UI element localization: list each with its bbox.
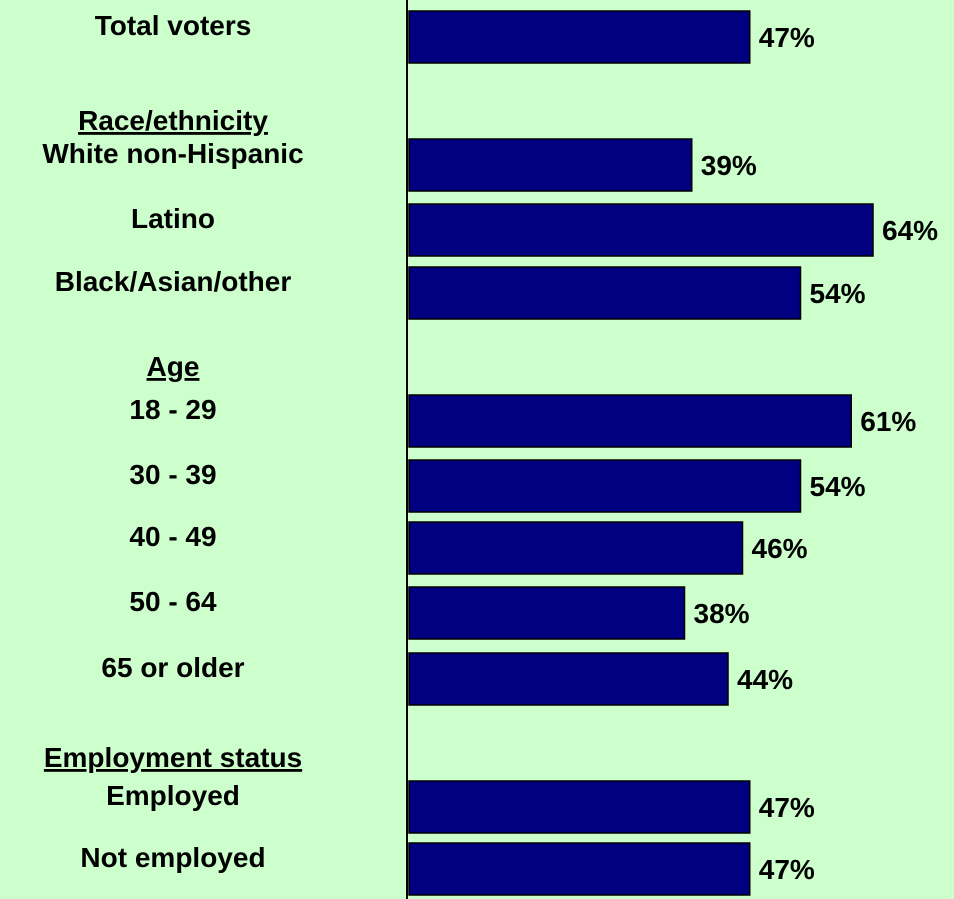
category-label-13: Not employed: [80, 842, 265, 873]
category-label-9: 50 - 64: [129, 586, 217, 617]
category-label-6: 18 - 29: [129, 394, 216, 425]
category-label-10: 65 or older: [101, 652, 244, 683]
bar-8: [408, 521, 744, 575]
bar-13: [408, 842, 751, 896]
bar-12: [408, 780, 751, 834]
category-label-2: White non-Hispanic: [42, 138, 303, 169]
category-label-7: 30 - 39: [129, 459, 216, 490]
value-label-0: 47%: [759, 22, 815, 53]
bar-10: [408, 652, 729, 706]
bar-0: [408, 10, 751, 64]
value-label-4: 54%: [810, 278, 866, 309]
bar-2: [408, 138, 693, 192]
category-label-3: Latino: [131, 203, 215, 234]
category-label-12: Employed: [106, 780, 240, 811]
category-label-8: 40 - 49: [129, 521, 216, 552]
bar-3: [408, 203, 874, 257]
value-label-3: 64%: [882, 215, 938, 246]
group-header-11: Employment status: [44, 742, 302, 773]
category-label-4: Black/Asian/other: [55, 266, 292, 297]
bar-4: [408, 266, 802, 320]
bar-9: [408, 586, 686, 640]
value-label-13: 47%: [759, 854, 815, 885]
bar-7: [408, 459, 802, 513]
bar-6: [408, 394, 852, 448]
value-label-9: 38%: [694, 598, 750, 629]
value-label-6: 61%: [860, 406, 916, 437]
value-label-2: 39%: [701, 150, 757, 181]
category-label-0: Total voters: [95, 10, 252, 41]
value-label-12: 47%: [759, 792, 815, 823]
value-label-7: 54%: [810, 471, 866, 502]
value-label-10: 44%: [737, 664, 793, 695]
bars-layer: [408, 10, 874, 896]
group-header-5: Age: [147, 351, 200, 382]
value-label-8: 46%: [752, 533, 808, 564]
group-header-1: Race/ethnicity: [78, 105, 268, 136]
